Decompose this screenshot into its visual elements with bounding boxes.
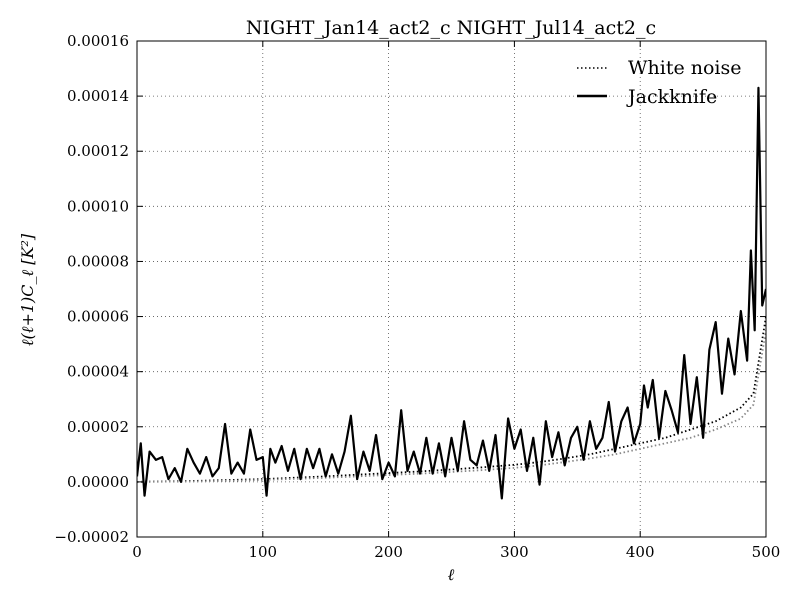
tick-layer: 0 100 200 300 400 500 −0.00002 0.00000 0.00002 0.… — [54, 32, 780, 561]
y-tick-label: 0.00002 — [67, 418, 129, 436]
x-axis-label: ℓ — [448, 565, 455, 584]
y-tick-label: 0.00006 — [67, 308, 129, 326]
y-axis-label: ℓ(ℓ+1)C_ℓ [K²] — [18, 233, 37, 346]
y-tick-label: 0.00012 — [67, 142, 129, 160]
chart-title: NIGHT_Jan14_act2_c NIGHT_Jul14_act2_c — [246, 17, 656, 39]
legend: White noise Jackknife — [577, 57, 742, 108]
x-tick-label: 400 — [626, 543, 655, 561]
plot-frame — [136, 40, 767, 538]
y-tick-label: 0.00014 — [67, 87, 129, 105]
series-line-white-noise — [137, 316, 766, 483]
y-tick-label: 0.00008 — [67, 252, 129, 270]
y-tick-label: 0.00016 — [67, 32, 129, 50]
y-tick-label: 0.00000 — [67, 473, 129, 491]
series-line-jackknife — [137, 86, 766, 500]
y-tick-label: −0.00002 — [54, 528, 129, 546]
x-tick-label: 200 — [374, 543, 403, 561]
legend-label-white-noise: White noise — [628, 57, 742, 79]
legend-label-jackknife: Jackknife — [626, 86, 717, 108]
series-layer — [137, 86, 766, 500]
x-tick-label: 500 — [752, 543, 781, 561]
x-tick-label: 0 — [132, 543, 142, 561]
series-line-secondary-white-noise — [137, 330, 766, 483]
x-tick-label: 300 — [500, 543, 529, 561]
y-tick-label: 0.00004 — [67, 363, 129, 381]
grid-layer — [137, 41, 766, 537]
y-tick-label: 0.00010 — [67, 197, 129, 215]
x-tick-label: 100 — [248, 543, 277, 561]
